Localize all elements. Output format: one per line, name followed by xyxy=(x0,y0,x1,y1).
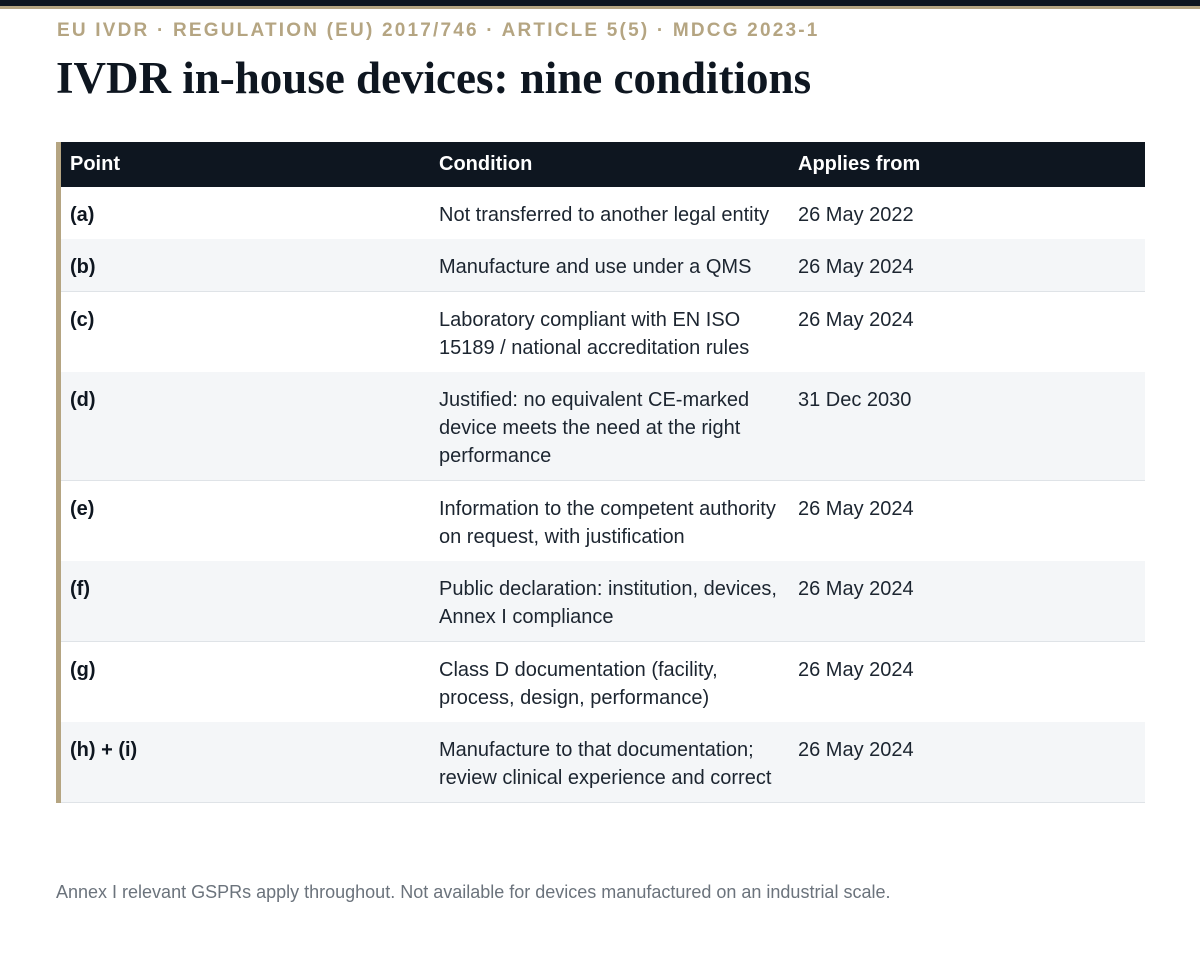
table-row: (h) + (i) Manufacture to that documentat… xyxy=(61,722,1145,803)
applies-from-cell: 26 May 2022 xyxy=(789,187,1145,239)
condition-cell: Not transferred to another legal entity xyxy=(430,187,789,239)
applies-from-cell: 26 May 2024 xyxy=(789,561,1145,642)
condition-cell: Public declaration: institution, devices… xyxy=(430,561,789,642)
column-header-condition: Condition xyxy=(430,142,789,187)
column-header-applies-from: Applies from xyxy=(789,142,1145,187)
point-cell: (f) xyxy=(61,561,430,642)
condition-cell: Manufacture to that documentation; revie… xyxy=(430,722,789,803)
table-row: (a) Not transferred to another legal ent… xyxy=(61,187,1145,239)
condition-cell: Justified: no equivalent CE-marked devic… xyxy=(430,372,789,481)
top-rule-accent xyxy=(0,6,1200,9)
table-header-row: Point Condition Applies from xyxy=(61,142,1145,187)
table-row: (e) Information to the competent authori… xyxy=(61,480,1145,561)
condition-cell: Laboratory compliant with EN ISO 15189 /… xyxy=(430,291,789,372)
table-row: (g) Class D documentation (facility, pro… xyxy=(61,641,1145,722)
footnote: Annex I relevant GSPRs apply throughout.… xyxy=(56,882,891,902)
applies-from-cell: 26 May 2024 xyxy=(789,641,1145,722)
point-cell: (d) xyxy=(61,372,430,481)
applies-from-cell: 26 May 2024 xyxy=(789,291,1145,372)
condition-cell: Manufacture and use under a QMS xyxy=(430,239,789,292)
table-body: (a) Not transferred to another legal ent… xyxy=(61,187,1145,803)
table-row: (f) Public declaration: institution, dev… xyxy=(61,561,1145,642)
table-row: (b) Manufacture and use under a QMS 26 M… xyxy=(61,239,1145,292)
eyebrow: EU IVDR · REGULATION (EU) 2017/746 · ART… xyxy=(57,20,820,41)
point-cell: (g) xyxy=(61,641,430,722)
table-row: (d) Justified: no equivalent CE-marked d… xyxy=(61,372,1145,481)
point-cell: (a) xyxy=(61,187,430,239)
point-cell: (e) xyxy=(61,480,430,561)
applies-from-cell: 26 May 2024 xyxy=(789,480,1145,561)
applies-from-cell: 26 May 2024 xyxy=(789,239,1145,292)
conditions-table: Point Condition Applies from (a) Not tra… xyxy=(61,142,1145,803)
table-header: Point Condition Applies from xyxy=(61,142,1145,187)
point-cell: (h) + (i) xyxy=(61,722,430,803)
applies-from-cell: 31 Dec 2030 xyxy=(789,372,1145,481)
point-cell: (c) xyxy=(61,291,430,372)
top-rule xyxy=(0,0,1200,6)
applies-from-cell: 26 May 2024 xyxy=(789,722,1145,803)
page-title: IVDR in-house devices: nine conditions xyxy=(56,53,812,103)
conditions-table-container: Point Condition Applies from (a) Not tra… xyxy=(56,142,1145,803)
point-cell: (b) xyxy=(61,239,430,292)
column-header-point: Point xyxy=(61,142,430,187)
condition-cell: Information to the competent authority o… xyxy=(430,480,789,561)
table-row: (c) Laboratory compliant with EN ISO 151… xyxy=(61,291,1145,372)
condition-cell: Class D documentation (facility, process… xyxy=(430,641,789,722)
